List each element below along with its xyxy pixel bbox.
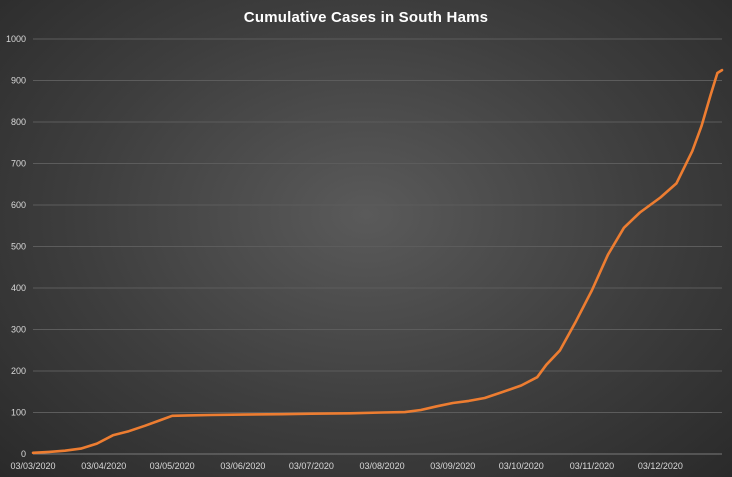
x-tick-label: 03/09/2020	[430, 461, 475, 471]
x-tick-label: 03/06/2020	[220, 461, 265, 471]
x-tick-label: 03/12/2020	[638, 461, 683, 471]
y-tick-label: 500	[11, 242, 26, 252]
y-tick-label: 600	[11, 200, 26, 210]
series-line	[31, 68, 724, 455]
y-tick-label: 1000	[6, 34, 26, 44]
y-tick-label: 100	[11, 408, 26, 418]
y-tick-label: 900	[11, 76, 26, 86]
y-tick-label: 400	[11, 283, 26, 293]
x-tick-label: 03/08/2020	[360, 461, 405, 471]
chart-title: Cumulative Cases in South Hams	[243, 9, 489, 26]
x-tick-label: 03/05/2020	[150, 461, 195, 471]
y-tick-label: 800	[11, 117, 26, 127]
y-tick-label: 700	[11, 159, 26, 169]
x-tick-label: 03/11/2020	[570, 461, 614, 471]
y-tick-label: 200	[11, 366, 26, 376]
x-tick-label: 03/07/2020	[289, 461, 334, 471]
x-tick-label: 03/03/2020	[10, 461, 55, 471]
y-tick-label: 0	[21, 449, 26, 459]
x-tick-label: 03/10/2020	[499, 461, 544, 471]
x-tick-label: 03/04/2020	[81, 461, 126, 471]
y-tick-label: 300	[11, 325, 26, 335]
